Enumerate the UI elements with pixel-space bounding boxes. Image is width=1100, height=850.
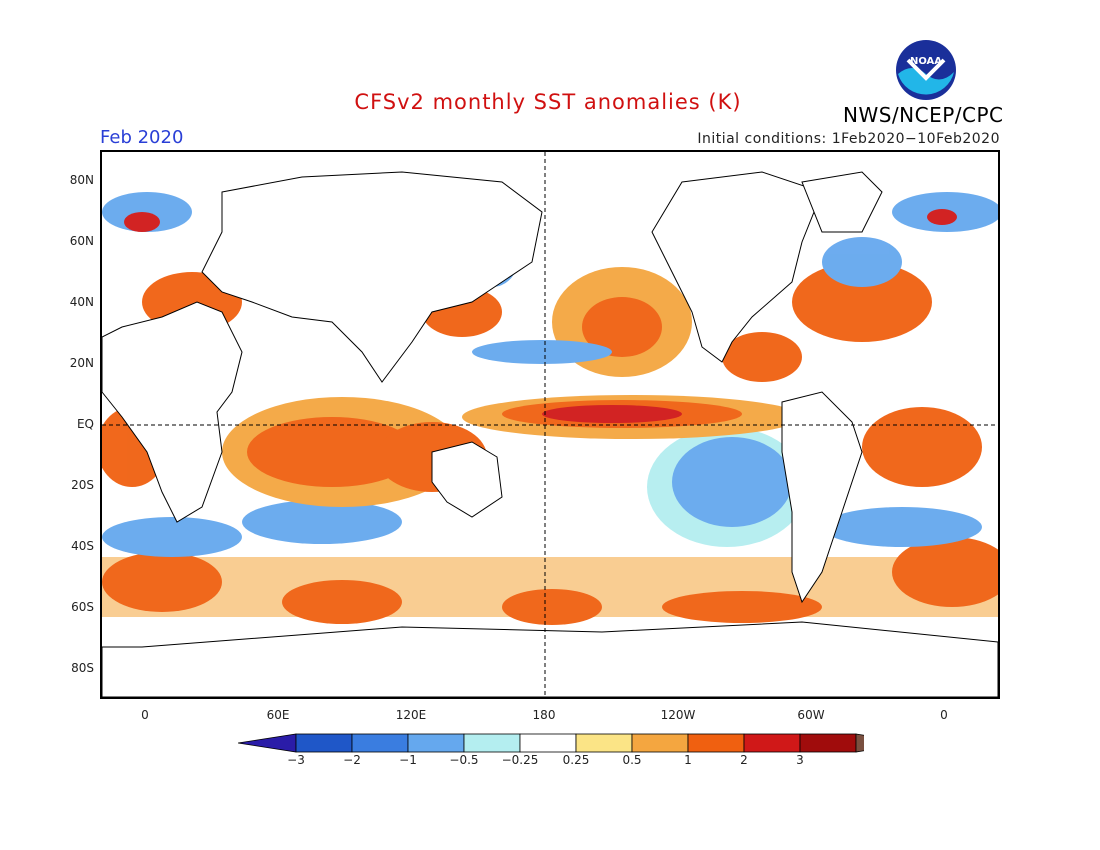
- colorbar-swatch: [687, 733, 745, 753]
- colorbar-swatch: [295, 733, 353, 753]
- colorbar-swatch: [743, 733, 801, 753]
- lat-label-40n: 40N: [69, 295, 94, 309]
- forecast-period: Feb 2020: [100, 127, 184, 148]
- sst-anomaly-map: [100, 150, 1000, 699]
- lat-label-eq: EQ: [76, 417, 94, 431]
- noaa-logo: NOAA: [894, 38, 958, 102]
- colorbar-label: 0.25: [562, 753, 590, 767]
- colorbar-label: −1: [399, 753, 417, 767]
- colorbar-label: 0.5: [622, 753, 642, 767]
- colorbar-label: −0.25: [501, 753, 539, 767]
- map-title: CFSv2 monthly SST anomalies (K): [354, 90, 742, 114]
- lat-label-80s: 80S: [71, 661, 94, 675]
- lat-label-20n: 20N: [69, 356, 94, 370]
- colorbar-swatch: [799, 733, 857, 753]
- agency-label: NWS/NCEP/CPC: [843, 103, 1004, 127]
- lat-label-60s: 60S: [71, 600, 94, 614]
- lat-label-40s: 40S: [71, 539, 94, 553]
- colorbar-swatch: [519, 733, 577, 753]
- map-canvas: [102, 152, 998, 697]
- colorbar-max-arrow: [855, 733, 915, 753]
- colorbar-swatch: [407, 733, 465, 753]
- continents: [102, 171, 998, 697]
- colorbar-label: 1: [684, 753, 692, 767]
- lon-label-60e: 60E: [266, 708, 290, 722]
- lat-label-80n: 80N: [69, 173, 94, 187]
- colorbar-label: 3: [796, 753, 804, 767]
- lon-label-180: 180: [532, 708, 556, 722]
- anomaly-field: [102, 192, 998, 625]
- lat-label-20s: 20S: [71, 478, 94, 492]
- lon-label-120w: 120W: [660, 708, 696, 722]
- colorbar-label: 2: [740, 753, 748, 767]
- lon-label-0: 0: [141, 708, 149, 722]
- colorbar: [237, 733, 915, 753]
- colorbar-swatch: [351, 733, 409, 753]
- colorbar-label: −3: [287, 753, 305, 767]
- colorbar-label: −2: [343, 753, 361, 767]
- colorbar-swatch: [575, 733, 633, 753]
- lon-label-120e: 120E: [395, 708, 427, 722]
- colorbar-swatch: [463, 733, 521, 753]
- colorbar-swatch: [631, 733, 689, 753]
- lon-label-0-east: 0: [940, 708, 948, 722]
- colorbar-label: −0.5: [449, 753, 479, 767]
- initial-conditions: Initial conditions: 1Feb2020−10Feb2020: [697, 131, 1000, 147]
- colorbar-min-arrow: [237, 733, 297, 753]
- lat-label-60n: 60N: [69, 234, 94, 248]
- logo-text: NOAA: [910, 56, 942, 67]
- lon-label-60w: 60W: [797, 708, 825, 722]
